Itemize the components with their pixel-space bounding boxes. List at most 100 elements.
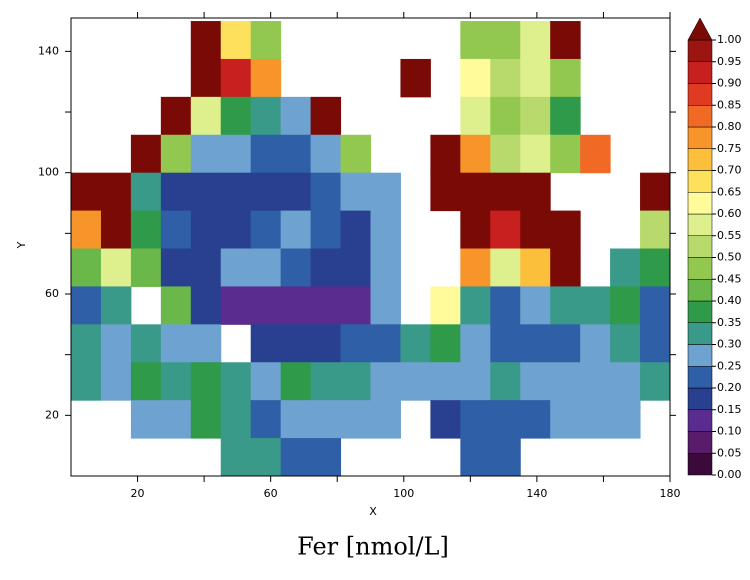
colorbar-band [687, 257, 713, 280]
y-axis-label: Y [15, 241, 28, 249]
colorbar-tick-label: 1.00 [717, 33, 742, 46]
colorbar-tick-label: 0.65 [717, 185, 742, 198]
cell [190, 58, 222, 98]
cell [190, 286, 222, 325]
cell [190, 96, 222, 136]
cell [580, 134, 611, 174]
cell [490, 438, 521, 477]
cell [310, 362, 342, 401]
x-tick-label: 140 [526, 487, 547, 500]
cell [430, 400, 461, 439]
cell [280, 96, 312, 136]
cell [130, 324, 162, 363]
cell [490, 96, 521, 136]
cell [310, 96, 342, 136]
cell [550, 400, 581, 439]
cell [160, 96, 192, 136]
cell [190, 210, 222, 250]
cell [610, 324, 641, 363]
cell [610, 400, 641, 439]
x-tick-label: 100 [393, 487, 414, 500]
cell [130, 362, 162, 401]
cell [490, 58, 521, 98]
cell [220, 248, 252, 287]
cell [310, 248, 342, 287]
cell [460, 21, 491, 60]
cell [310, 400, 342, 439]
colorbar-tick-label: 0.60 [717, 207, 742, 220]
cell [310, 210, 342, 250]
cell [460, 58, 491, 98]
cell [220, 210, 252, 250]
cell [220, 21, 252, 60]
colorbar-tick-label: 0.80 [717, 120, 742, 133]
colorbar-tick-label: 0.25 [717, 359, 742, 372]
cell [370, 248, 401, 287]
cell [610, 286, 641, 325]
cell [430, 172, 461, 212]
cell [130, 210, 162, 250]
colorbar-tick-label: 0.30 [717, 338, 742, 351]
cell [400, 324, 431, 363]
cell [370, 400, 401, 439]
cell [130, 400, 162, 439]
cell [310, 286, 342, 325]
cell [520, 286, 551, 325]
cell [460, 324, 491, 363]
cell [610, 248, 641, 287]
cell [370, 324, 401, 363]
colorbar-band [687, 39, 713, 62]
colorbar-band [687, 344, 713, 367]
colorbar-band [687, 279, 713, 302]
field [71, 21, 671, 477]
cell [310, 172, 342, 212]
cell [71, 172, 102, 212]
cell [520, 400, 551, 439]
cell [220, 134, 252, 174]
cell [550, 324, 581, 363]
colorbar-tick-label: 0.45 [717, 272, 742, 285]
cell [580, 362, 611, 401]
cell [250, 21, 282, 60]
cell [490, 172, 521, 212]
cell [460, 438, 491, 477]
cell [520, 210, 551, 250]
cell [71, 324, 102, 363]
cell [130, 172, 162, 212]
colorbar-tick-label: 0.55 [717, 229, 742, 242]
cell [250, 362, 282, 401]
chart-title: Fer [nmol/L] [297, 533, 449, 561]
colorbar-tick-label: 0.00 [717, 468, 742, 481]
colorbar-band [687, 387, 713, 410]
cell [250, 248, 282, 287]
cell [580, 286, 611, 325]
cell [100, 286, 132, 325]
cell [580, 324, 611, 363]
colorbar-tick-label: 0.20 [717, 381, 742, 394]
cell [100, 248, 132, 287]
plot-frame [70, 17, 671, 477]
cell [520, 248, 551, 287]
colorbar-band [687, 300, 713, 323]
cell [160, 362, 192, 401]
y-tick-label: 100 [38, 166, 59, 179]
cell [250, 324, 282, 363]
x-axis-label: X [369, 505, 377, 518]
colorbar-band [687, 170, 713, 193]
colorbar-tick-label: 0.85 [717, 98, 742, 111]
cell [460, 400, 491, 439]
cell [490, 248, 521, 287]
cell [250, 286, 282, 325]
x-tick-label: 60 [264, 487, 278, 500]
colorbar-tick-label: 0.90 [717, 77, 742, 90]
colorbar-tick-label: 0.05 [717, 446, 742, 459]
cell [190, 21, 222, 60]
cell [460, 362, 491, 401]
cell [280, 210, 312, 250]
cell [280, 248, 312, 287]
cell [430, 324, 461, 363]
cell [220, 172, 252, 212]
cell [220, 362, 252, 401]
cell [370, 172, 401, 212]
